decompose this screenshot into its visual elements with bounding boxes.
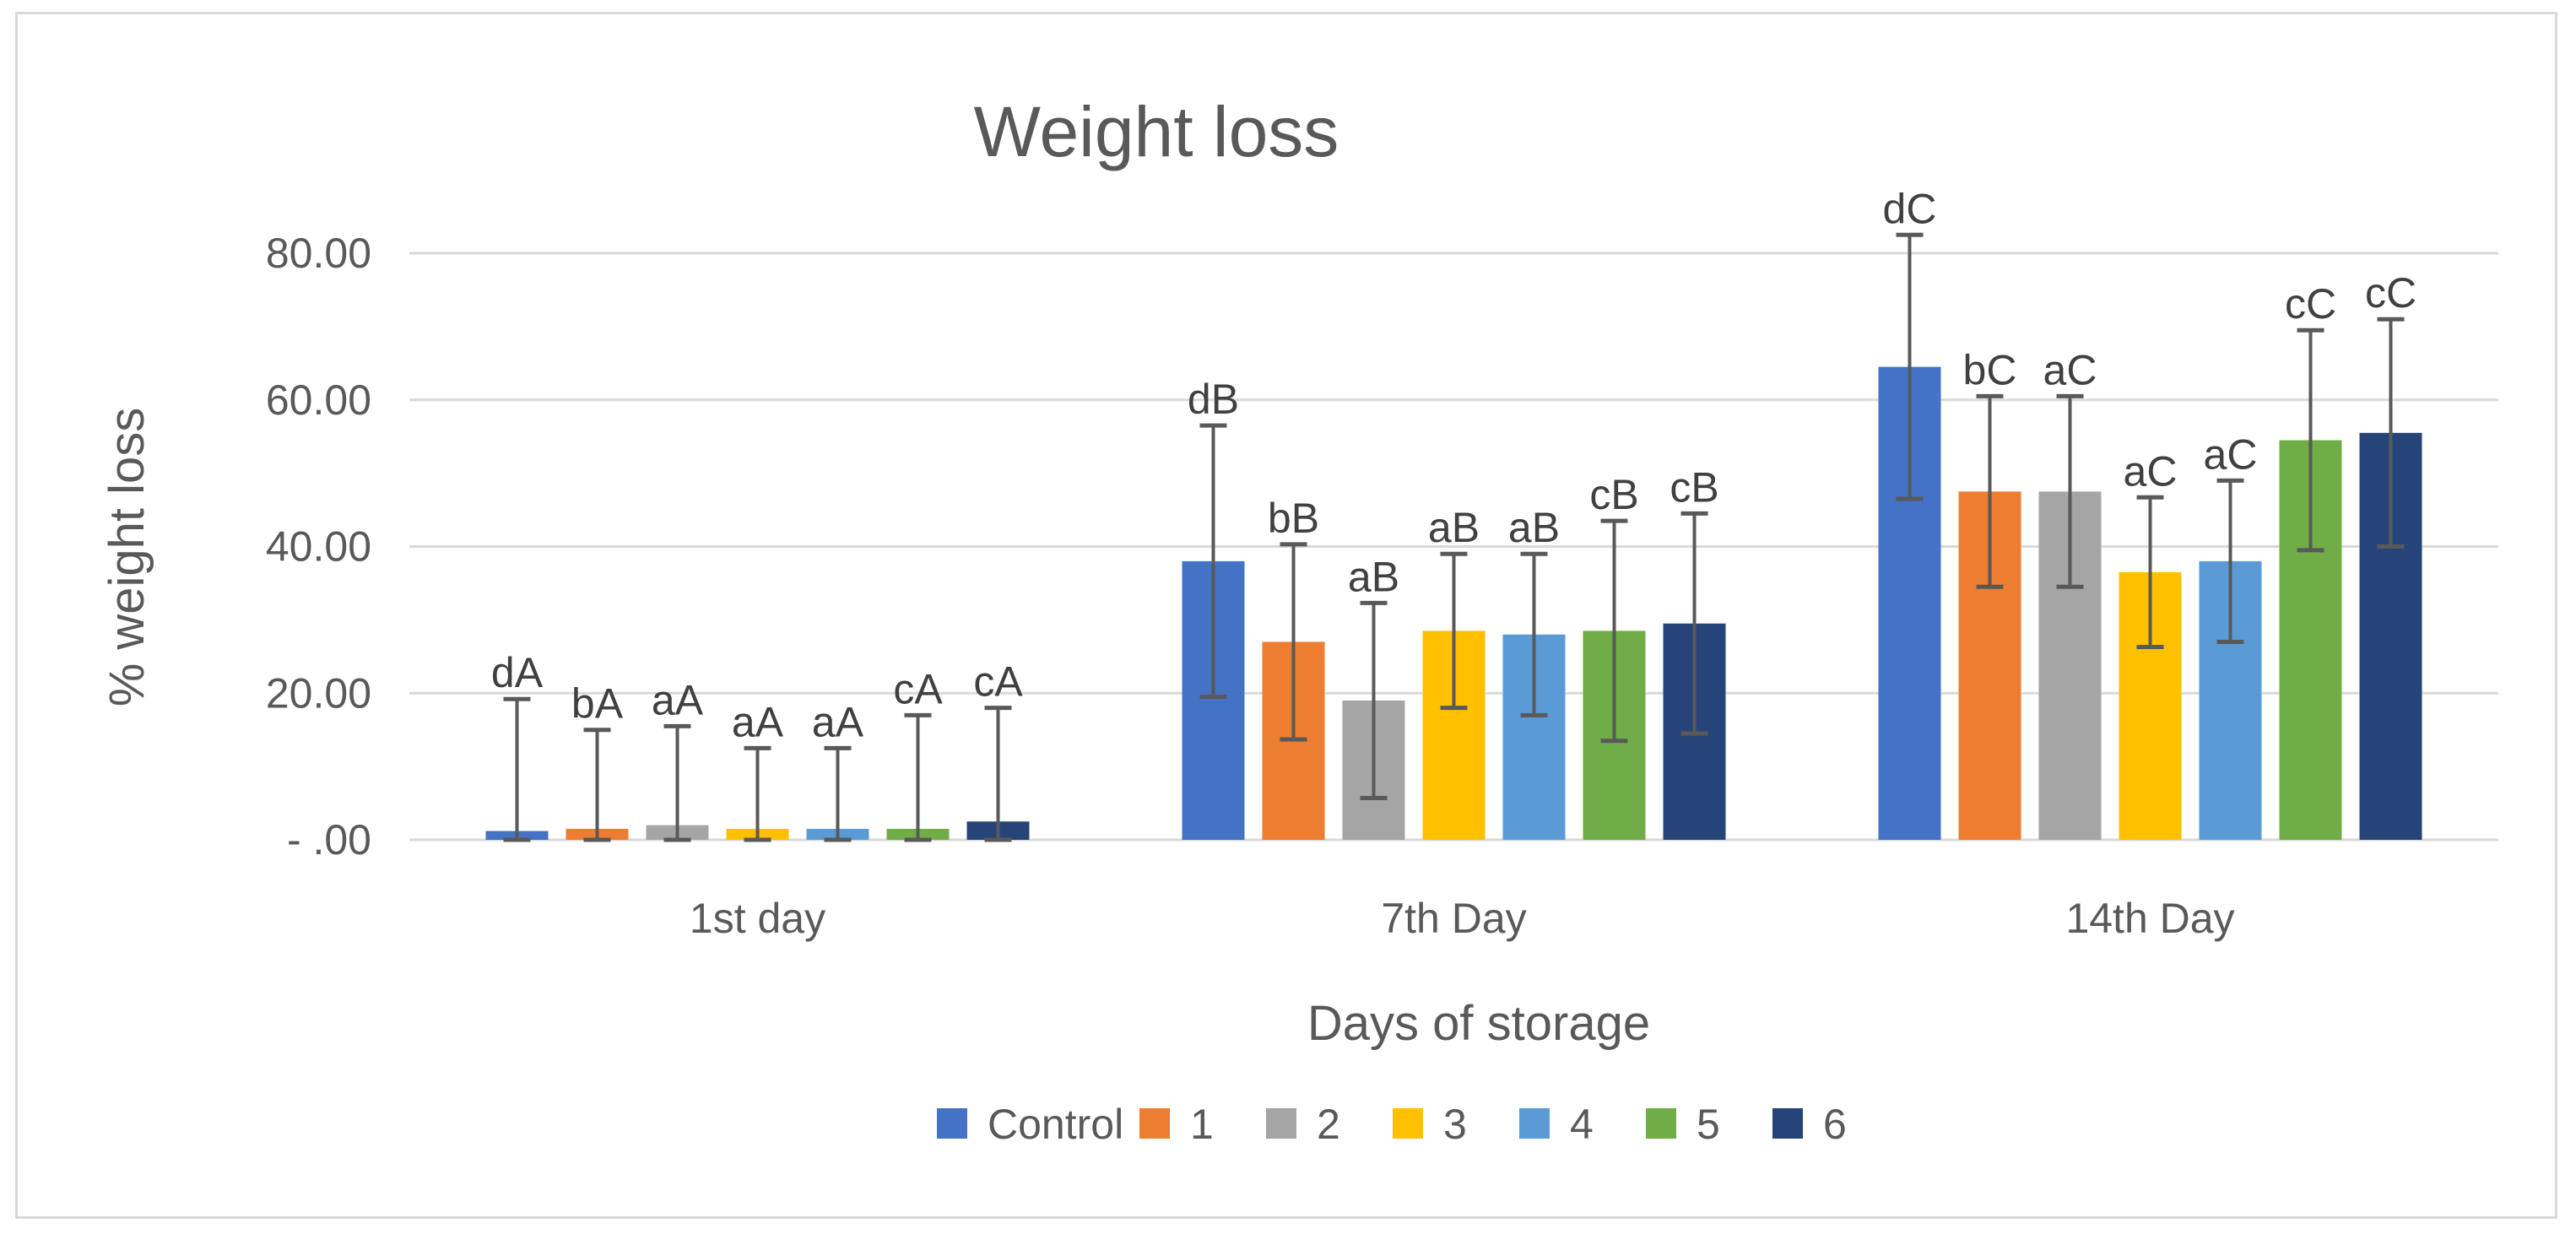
y-tick-label: 80.00	[266, 230, 371, 277]
x-category-label: 1st day	[690, 895, 825, 942]
chart-title: Weight loss	[974, 92, 1339, 171]
data-label: dC	[1883, 185, 1937, 232]
y-tick-label: 20.00	[266, 669, 371, 717]
legend-swatch	[937, 1108, 967, 1139]
data-labels: dA bA aA aA aA cA cA dB bB aB aB aB cB cB dC bC aC aC aC cC…	[491, 185, 2416, 745]
data-label: aB	[1508, 504, 1560, 551]
data-label: aC	[2204, 430, 2258, 478]
data-label: aB	[1348, 553, 1399, 600]
error-bars	[503, 232, 2405, 842]
legend-swatch	[1519, 1108, 1550, 1139]
data-label: aA	[732, 698, 784, 745]
data-label: aA	[652, 676, 704, 723]
data-label: cA	[973, 658, 1023, 706]
legend-swatch	[1646, 1108, 1676, 1139]
x-axis-label: Days of storage	[1307, 996, 1650, 1051]
legend: Control 1 2 3 4 5 6	[937, 1101, 1847, 1148]
data-label: cB	[1589, 471, 1638, 518]
data-label: aC	[2043, 346, 2097, 393]
legend-label: 6	[1823, 1101, 1847, 1148]
data-label: aB	[1428, 504, 1480, 551]
x-category-labels: 1st day 7th Day 14th Day	[690, 895, 2235, 942]
data-label: bA	[571, 680, 624, 728]
legend-swatch	[1266, 1108, 1296, 1139]
data-label: cA	[893, 665, 943, 712]
data-label: bC	[1963, 346, 2017, 393]
data-label: dA	[491, 649, 544, 696]
data-label: bB	[1268, 495, 1319, 542]
y-axis-label: % weight loss	[100, 408, 154, 707]
legend-label: 4	[1570, 1101, 1594, 1148]
y-tick-labels: - .00 20.00 40.00 60.00 80.00	[266, 230, 371, 863]
data-label: cB	[1670, 463, 1718, 511]
x-category-label: 7th Day	[1381, 895, 1526, 942]
y-tick-label: 60.00	[266, 376, 371, 424]
legend-label: Control	[988, 1101, 1123, 1148]
data-label: dB	[1188, 376, 1239, 423]
legend-swatch	[1772, 1108, 1803, 1139]
data-label: cC	[2365, 269, 2416, 317]
legend-label: 1	[1190, 1101, 1214, 1148]
x-category-label: 14th Day	[2065, 895, 2234, 942]
legend-swatch	[1393, 1108, 1423, 1139]
legend-label: 2	[1317, 1101, 1340, 1148]
y-tick-label: - .00	[287, 816, 371, 863]
legend-label: 5	[1697, 1101, 1720, 1148]
legend-swatch	[1139, 1108, 1170, 1139]
data-label: aA	[812, 698, 864, 745]
y-tick-label: 40.00	[266, 523, 371, 571]
data-label: cC	[2285, 280, 2336, 327]
data-label: aC	[2124, 447, 2178, 495]
legend-label: 3	[1443, 1101, 1467, 1148]
